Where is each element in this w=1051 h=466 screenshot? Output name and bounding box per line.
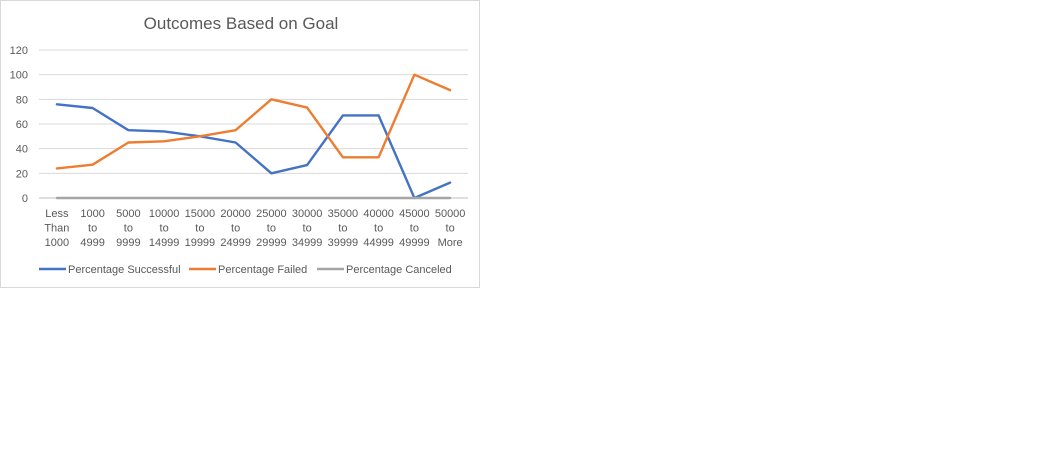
chart-container: Outcomes Based on Goal 0 20 40 60 80 100 120 L… [0,0,480,288]
x-tick-label: 29999 [256,237,287,249]
y-tick-label: 60 [16,119,28,131]
x-tick-label: 1000 [45,237,69,249]
x-tick-label: 4999 [80,237,104,249]
x-tick-label: to [88,223,97,235]
x-tick-label: to [195,223,204,235]
x-tick-label: 9999 [116,237,140,249]
series-line-2 [55,73,452,170]
x-tick-label: to [231,223,240,235]
x-tick-label: 30000 [292,208,323,220]
x-tick-label: 24999 [220,237,251,249]
legend-label: Percentage Canceled [346,264,452,276]
x-tick-label: 20000 [220,208,251,220]
x-tick-label: to [160,223,169,235]
x-tick-label: 34999 [292,237,323,249]
x-tick-label: 49999 [399,237,430,249]
x-tick-label: to [303,223,312,235]
x-tick-label: 5000 [116,208,140,220]
gridlines [39,49,468,199]
x-tick-label: 25000 [256,208,287,220]
x-tick-label: 15000 [185,208,216,220]
x-tick-label: 39999 [328,237,359,249]
x-tick-label: Than [44,223,69,235]
x-tick-label: 50000 [435,208,466,220]
x-tick-label: to [267,223,276,235]
x-axis-ticks: Less Than 1000 1000 to 4999 5000 to 9999 10000 to 1… [44,208,465,249]
x-tick-label: 44999 [363,237,394,249]
y-tick-label: 100 [10,70,28,82]
y-tick-label: 80 [16,94,28,106]
y-tick-label: 0 [22,193,28,205]
x-tick-label: 45000 [399,208,430,220]
series-line-1 [55,103,452,200]
x-tick-label: 14999 [149,237,180,249]
legend-label: Percentage Failed [218,264,307,276]
y-tick-label: 40 [16,144,28,156]
y-tick-label: 20 [16,168,28,180]
x-tick-label: to [446,223,455,235]
x-tick-label: Less [45,208,69,220]
x-tick-label: 10000 [149,208,180,220]
x-tick-label: 1000 [80,208,104,220]
y-tick-label: 120 [10,45,28,57]
x-tick-label: to [124,223,133,235]
series-lines [55,73,452,200]
x-tick-label: to [410,223,419,235]
x-tick-label: More [438,237,463,249]
x-tick-label: 35000 [328,208,359,220]
legend-label: Percentage Successful [68,264,181,276]
x-tick-label: 19999 [185,237,216,249]
x-tick-label: 40000 [363,208,394,220]
chart-title: Outcomes Based on Goal [144,14,339,33]
x-tick-label: to [338,223,347,235]
line-chart: Outcomes Based on Goal 0 20 40 60 80 100 120 L… [10,14,468,276]
y-axis-ticks: 0 20 40 60 80 100 120 [10,45,28,205]
x-tick-label: to [374,223,383,235]
legend: Percentage Successful Percentage Failed Pe… [39,264,452,276]
